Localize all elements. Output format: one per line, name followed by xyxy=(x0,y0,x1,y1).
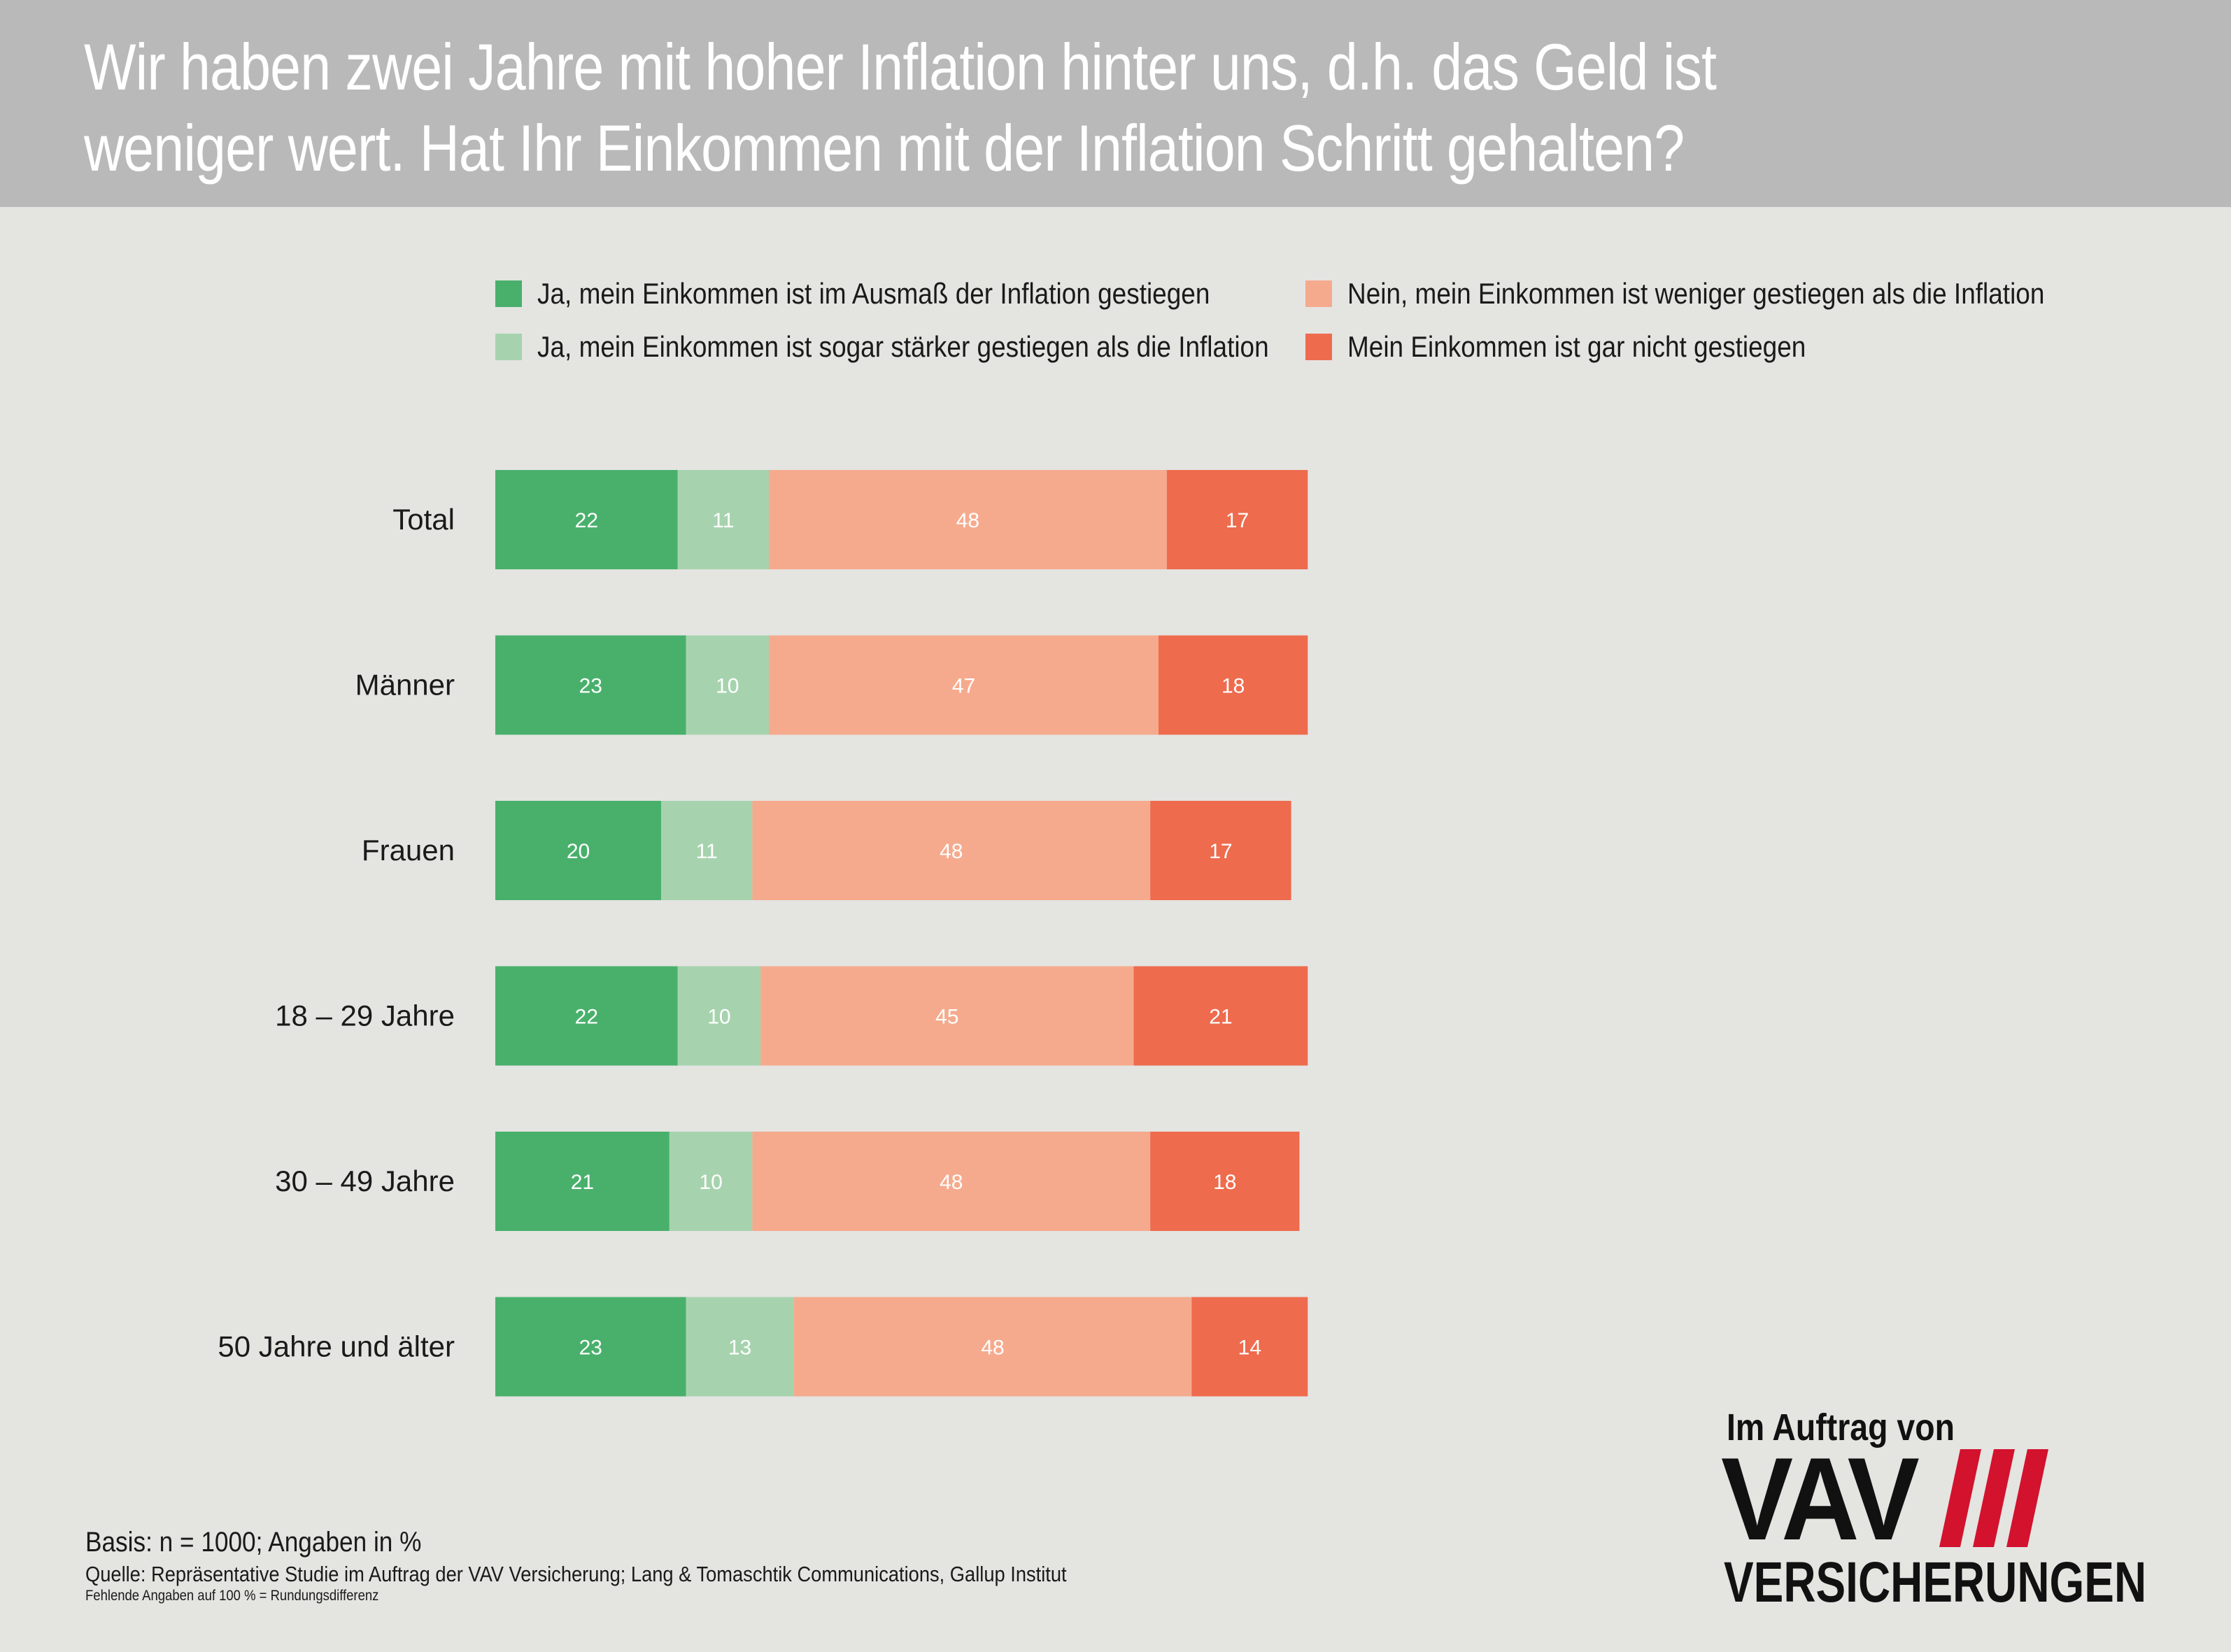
legend-item-series-4: Mein Einkommen ist gar nicht gestiegen xyxy=(1305,329,1869,364)
logo-wordmark: VAV xyxy=(1721,1433,1920,1565)
bar-value-label: 48 xyxy=(940,840,963,863)
bar-segment xyxy=(495,1297,686,1397)
bar-segment xyxy=(677,470,770,569)
category-label: 50 Jahre und älter xyxy=(218,1330,455,1363)
bar-segment xyxy=(495,635,686,735)
bar-segment xyxy=(1166,470,1308,569)
bar-value-label: 48 xyxy=(981,1337,1004,1360)
title-line-1: Wir haben zwei Jahre mit hoher Inflation… xyxy=(84,30,1717,104)
legend-label-series-1: Ja, mein Einkommen ist im Ausmaß der Inf… xyxy=(537,277,1210,310)
bar-value-label: 11 xyxy=(712,509,734,532)
bar-segment xyxy=(793,1297,1192,1397)
bar-value-label: 18 xyxy=(1221,675,1245,698)
logo-subname: VERSICHERUNGEN xyxy=(1724,1551,2147,1614)
bar-value-label: 17 xyxy=(1226,509,1249,532)
bar-value-label: 11 xyxy=(696,840,718,863)
bar-value-label: 47 xyxy=(952,675,975,698)
title-line-2: weniger wert. Hat Ihr Einkommen mit der … xyxy=(84,111,1685,185)
bar-segment xyxy=(686,635,770,735)
logo-stripes-icon xyxy=(1939,1449,2048,1547)
category-label: 30 – 49 Jahre xyxy=(275,1165,455,1197)
bar-segment xyxy=(495,1132,670,1231)
bar-segment xyxy=(752,801,1151,900)
bar-value-label: 22 xyxy=(575,1006,598,1029)
bar-segment xyxy=(1133,966,1308,1066)
bar-segment xyxy=(752,1132,1151,1231)
bar-value-label: 23 xyxy=(579,675,602,698)
bar-segment xyxy=(760,966,1134,1066)
category-label: Frauen xyxy=(362,834,455,867)
bar-segment xyxy=(669,1132,753,1231)
bar-value-label: 21 xyxy=(571,1171,594,1194)
legend-swatch-series-4 xyxy=(1305,334,1332,360)
bar-segment xyxy=(1150,1132,1300,1231)
footer-note: Fehlende Angaben auf 100 % = Rundungsdif… xyxy=(85,1588,379,1604)
header-bar: Wir haben zwei Jahre mit hoher Inflation… xyxy=(0,0,2231,207)
bar-value-label: 17 xyxy=(1209,840,1232,863)
vav-logo: Im Auftrag von VAV VERSICHERUNGEN xyxy=(1721,1406,2197,1616)
bar-segment xyxy=(769,470,1167,569)
bar-segment xyxy=(495,470,678,569)
bar-value-label: 45 xyxy=(935,1006,958,1029)
category-label: Total xyxy=(392,503,455,536)
bar-value-label: 10 xyxy=(699,1171,722,1194)
bar-value-label: 18 xyxy=(1213,1171,1236,1194)
bar-value-label: 21 xyxy=(1209,1006,1232,1029)
bar-value-label: 10 xyxy=(716,675,739,698)
bar-segment xyxy=(686,1297,794,1397)
page-title: Wir haben zwei Jahre mit hoher Inflation… xyxy=(84,27,1788,189)
bar-segment xyxy=(677,966,761,1066)
logo-tagline: Im Auftrag von xyxy=(1727,1407,1955,1448)
category-label: Männer xyxy=(355,669,455,702)
legend-swatch-series-3 xyxy=(1305,280,1332,307)
legend-item-series-2: Ja, mein Einkommen ist sogar stärker ges… xyxy=(495,329,1368,364)
bar-segment xyxy=(769,635,1159,735)
bar-segment xyxy=(1159,635,1308,735)
legend-item-series-3: Nein, mein Einkommen ist weniger gestieg… xyxy=(1305,276,2139,311)
category-label: 18 – 29 Jahre xyxy=(275,999,455,1032)
bar-segment xyxy=(495,966,678,1066)
bar-value-label: 20 xyxy=(567,840,590,863)
bar-segment xyxy=(1150,801,1291,900)
legend-label-series-4: Mein Einkommen ist gar nicht gestiegen xyxy=(1347,330,1806,363)
bar-value-label: 22 xyxy=(575,509,598,532)
legend-label-series-2: Ja, mein Einkommen ist sogar stärker ges… xyxy=(537,330,1269,363)
bar-value-label: 13 xyxy=(728,1337,751,1360)
bar-value-label: 14 xyxy=(1238,1337,1261,1360)
bar-value-label: 48 xyxy=(956,509,979,532)
bar-value-label: 48 xyxy=(940,1171,963,1194)
bar-value-label: 23 xyxy=(579,1337,602,1360)
bar-segment xyxy=(661,801,753,900)
bar-segment xyxy=(1191,1297,1308,1397)
footer-source: Quelle: Repräsentative Studie im Auftrag… xyxy=(85,1562,1067,1586)
bar-value-label: 10 xyxy=(707,1006,730,1029)
bar-segment xyxy=(495,801,661,900)
footer-basis: Basis: n = 1000; Angaben in % xyxy=(85,1527,422,1558)
legend-swatch-series-2 xyxy=(495,334,522,360)
legend-label-series-3: Nein, mein Einkommen ist weniger gestieg… xyxy=(1347,277,2045,310)
legend-swatch-series-1 xyxy=(495,280,522,307)
legend-item-series-1: Ja, mein Einkommen ist im Ausmaß der Inf… xyxy=(495,276,1302,311)
